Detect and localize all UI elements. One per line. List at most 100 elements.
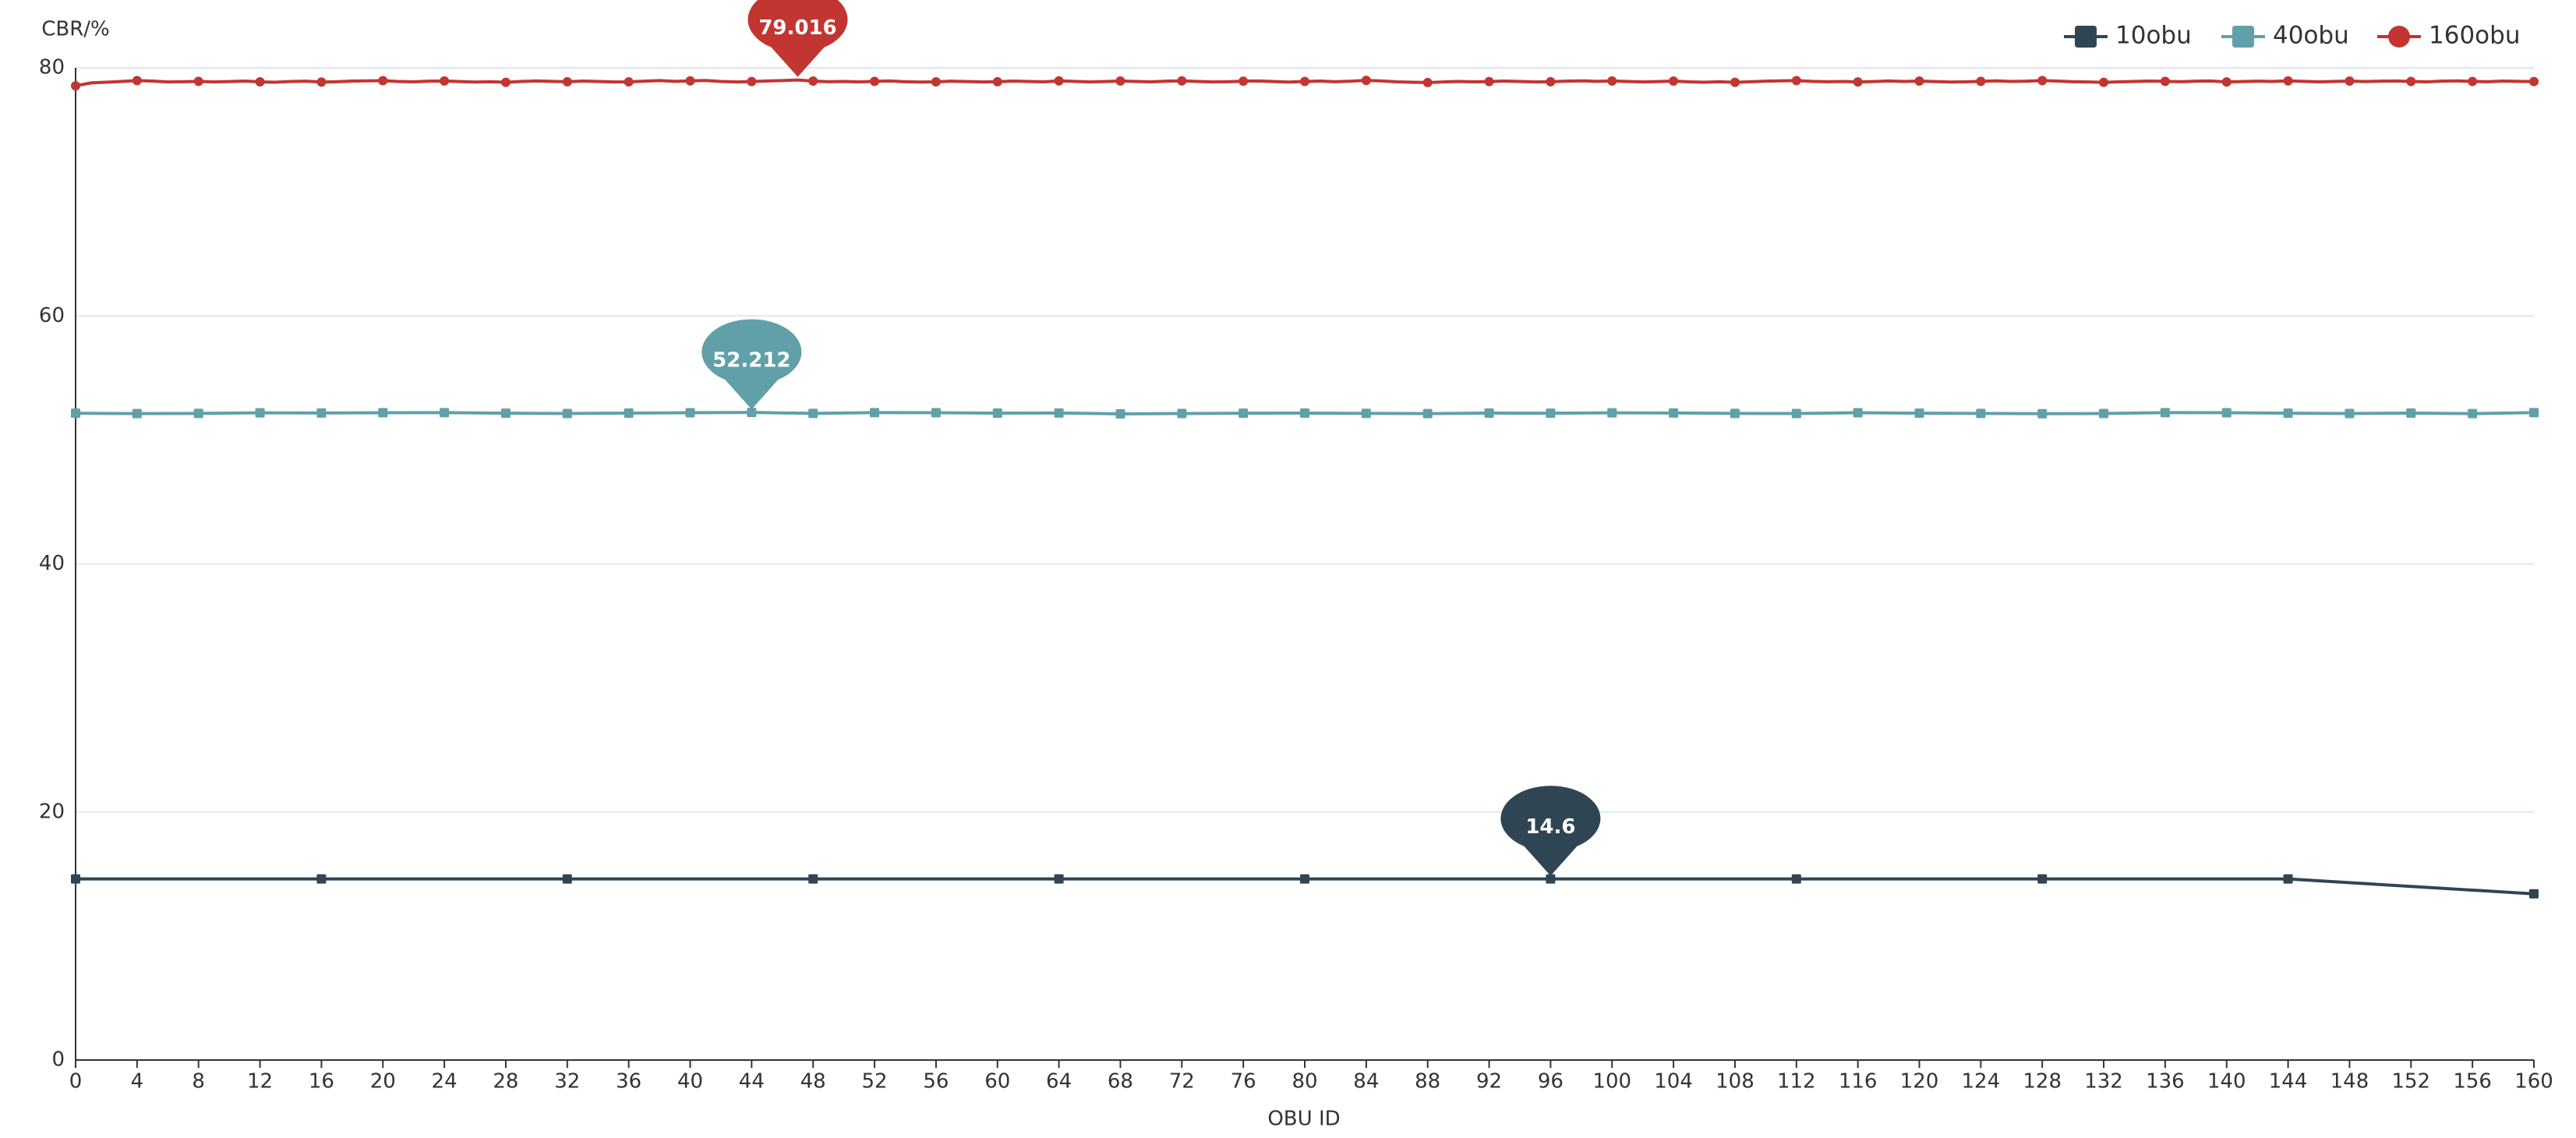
data-point [1484,76,1494,87]
x-tick-label: 152 [2391,1070,2430,1094]
data-point [2283,408,2293,419]
data-point [316,77,327,87]
x-tick-label: 12 [247,1070,273,1094]
x-tick-label: 128 [2023,1070,2062,1094]
data-point [1239,76,1249,87]
data-point [624,408,634,419]
x-tick-label: 96 [1538,1070,1564,1094]
data-point [1422,408,1433,419]
data-point [1853,408,1863,418]
y-tick-label: 40 [39,552,65,575]
data-point [2283,76,2293,86]
x-tick-label: 104 [1654,1070,1693,1094]
data-point [2099,77,2109,87]
data-point [1177,76,1187,86]
data-point [1115,76,1125,86]
data-point [1054,408,1064,418]
data-point [2099,408,2109,419]
x-tick-label: 32 [554,1070,580,1094]
x-tick-label: 160 [2514,1070,2553,1094]
y-tick-label: 20 [39,800,65,823]
data-point [378,76,388,86]
x-tick-label: 72 [1169,1070,1195,1094]
data-point [71,874,80,884]
x-tick-label: 0 [69,1070,83,1094]
marker-pin [747,0,848,77]
x-tick-label: 140 [2207,1070,2246,1094]
data-point [255,408,265,418]
data-point [931,76,941,87]
x-tick-label: 20 [370,1070,396,1094]
data-point [1914,408,1924,419]
y-axis-title: CBR/% [41,18,110,41]
data-point [1976,408,1986,419]
data-point [440,76,450,86]
x-tick-label: 144 [2269,1070,2308,1094]
x-tick-label: 60 [984,1070,1010,1094]
data-point [316,874,327,884]
data-point [808,76,818,87]
x-tick-label: 36 [616,1070,641,1094]
marker-label: 14.6 [1525,815,1575,839]
x-tick-label: 120 [1900,1070,1939,1094]
x-tick-label: 8 [192,1070,205,1094]
data-point [870,76,880,87]
x-axis-title: OBU ID [1267,1108,1340,1131]
x-tick-label: 132 [2084,1070,2123,1094]
data-point [2283,874,2293,884]
data-point [1484,408,1494,419]
x-tick-label: 44 [739,1070,765,1094]
x-tick-label: 88 [1415,1070,1440,1094]
data-point [255,76,265,87]
data-point [1300,76,1309,87]
data-point [2345,76,2355,87]
data-point [1853,77,1863,87]
data-point [1791,874,1801,884]
legend-symbol [2232,26,2254,48]
x-tick-label: 28 [493,1070,518,1094]
data-point [1115,408,1125,419]
data-point [1791,408,1801,419]
x-tick-label: 100 [1592,1070,1631,1094]
y-tick-label: 80 [39,56,65,80]
data-point [1669,76,1679,87]
data-point [747,76,757,87]
marker-label: 79.016 [758,16,836,40]
x-tick-label: 4 [131,1070,144,1094]
data-point [1054,874,1064,884]
data-point [562,408,572,419]
data-point [1791,76,1801,86]
data-point [378,408,388,418]
data-point [2468,408,2478,419]
data-point [1730,77,1740,87]
x-tick-label: 24 [432,1070,458,1094]
data-point [132,76,142,86]
x-tick-label: 76 [1231,1070,1256,1094]
data-point [2160,408,2170,418]
data-point [870,408,880,418]
data-point [2160,76,2170,87]
legend-symbol [2388,26,2410,48]
data-point [2406,408,2416,419]
data-point [2037,874,2048,884]
data-point [2037,76,2048,86]
data-point [440,408,450,418]
x-tick-label: 156 [2453,1070,2492,1094]
x-tick-label: 52 [862,1070,888,1094]
data-point [2345,408,2355,419]
data-point [562,874,572,884]
x-tick-label: 40 [677,1070,703,1094]
data-point [685,408,695,418]
data-point [2037,408,2048,419]
data-point [1177,408,1187,419]
data-point [2529,889,2539,899]
data-point [1300,408,1309,419]
data-point [1546,408,1556,419]
data-point [2221,77,2231,87]
x-tick-label: 68 [1108,1070,1133,1094]
x-tick-label: 84 [1353,1070,1379,1094]
data-point [931,408,941,418]
data-point [2468,76,2478,87]
data-point [747,408,757,418]
